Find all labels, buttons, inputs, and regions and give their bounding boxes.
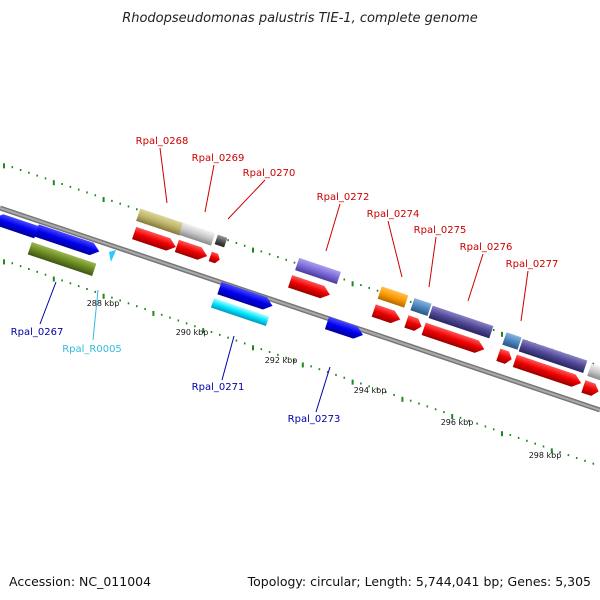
tick-label: 296 kbp — [441, 418, 474, 427]
gene-label-rpal-0276[interactable]: Rpal_0276 — [460, 242, 513, 253]
gene-rpal-0271[interactable] — [210, 298, 270, 326]
gene-rpal-0275-box[interactable] — [410, 297, 432, 317]
callout-line — [520, 270, 529, 322]
tick-label: 290 kbp — [176, 328, 209, 337]
gene-rpal-0277-box[interactable] — [502, 332, 522, 350]
callout-line — [92, 289, 99, 341]
gene-rpal-0268[interactable] — [132, 226, 178, 253]
gene-label-rpal-0270[interactable]: Rpal_0270 — [243, 168, 296, 179]
gene-rpal-0267b[interactable] — [27, 241, 97, 277]
gene-label-rpal-0269[interactable]: Rpal_0269 — [192, 153, 245, 164]
gene-rpal-0279-box[interactable] — [587, 363, 600, 381]
callout-line — [325, 203, 341, 252]
gene-label-rpal-0272[interactable]: Rpal_0272 — [317, 192, 370, 203]
gene-features — [0, 208, 600, 397]
gene-label-rpal-0277[interactable]: Rpal_0277 — [506, 259, 559, 270]
gene-rpal-0270[interactable] — [208, 251, 222, 265]
tick-label: 288 kbp — [87, 299, 120, 308]
gene-rpal-0277[interactable] — [496, 348, 513, 366]
accession-text: Accession: NC_011004 — [9, 574, 151, 589]
callout-line — [315, 366, 331, 413]
callout-line — [467, 253, 484, 302]
gene-rpal-0271a[interactable] — [217, 281, 274, 312]
gene-label-rpal-0271[interactable]: Rpal_0271 — [192, 382, 245, 393]
gene-label-rpal-0273[interactable]: Rpal_0273 — [288, 414, 341, 425]
callout-line — [159, 147, 168, 204]
callout-line — [39, 281, 57, 325]
gene-rpal-0276[interactable] — [421, 322, 487, 356]
label-callouts — [39, 147, 529, 413]
gene-rpal-0273[interactable] — [324, 316, 365, 341]
gene-rpal-r0005[interactable] — [109, 250, 116, 262]
gene-rpal-0272-box[interactable] — [295, 257, 341, 285]
gene-rpal-0274[interactable] — [371, 304, 403, 325]
gene-rpal-0269[interactable] — [174, 239, 209, 263]
gene-rpal-0275[interactable] — [404, 315, 423, 332]
gene-rpal-0278[interactable] — [512, 354, 583, 390]
gene-rpal-0266[interactable] — [0, 212, 39, 239]
tick-label: 294 kbp — [354, 386, 387, 395]
sequence-backbone — [0, 205, 600, 413]
callout-line — [387, 220, 403, 278]
callout-line — [227, 179, 266, 220]
gene-label-rpal-0268[interactable]: Rpal_0268 — [136, 136, 189, 147]
gene-rpal-0279[interactable] — [581, 380, 600, 397]
tick-label: 292 kbp — [265, 356, 298, 365]
gene-rpal-0274-box[interactable] — [377, 286, 409, 308]
gene-label-rpal-0267[interactable]: Rpal_0267 — [11, 327, 64, 338]
gene-rpal-0268-box[interactable] — [136, 208, 184, 236]
gene-label-rpal-r0005[interactable]: Rpal_R0005 — [62, 344, 122, 355]
callout-line — [428, 236, 437, 288]
gene-label-rpal-0275[interactable]: Rpal_0275 — [414, 225, 467, 236]
gene-rpal-0276-box[interactable] — [428, 305, 494, 339]
gene-label-rpal-0274[interactable]: Rpal_0274 — [367, 209, 420, 220]
gene-rpal-0272[interactable] — [288, 275, 332, 301]
page-title: Rhodopseudomonas palustris TIE-1, comple… — [122, 11, 478, 26]
callout-line — [204, 164, 215, 213]
gene-rpal-0270-box[interactable] — [214, 234, 228, 248]
gene-rpal-0269-box[interactable] — [178, 222, 216, 246]
callout-line — [221, 335, 235, 381]
topology-text: Topology: circular; Length: 5,744,041 bp… — [247, 574, 591, 589]
tick-label: 298 kbp — [529, 451, 562, 460]
gene-rpal-0278-box[interactable] — [518, 338, 588, 374]
gene-rpal-0267[interactable] — [34, 224, 102, 257]
